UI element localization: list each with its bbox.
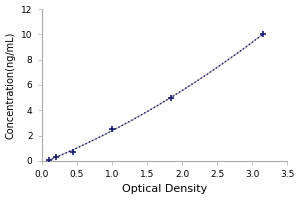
X-axis label: Optical Density: Optical Density <box>122 184 207 194</box>
Y-axis label: Concentration(ng/mL): Concentration(ng/mL) <box>6 31 16 139</box>
